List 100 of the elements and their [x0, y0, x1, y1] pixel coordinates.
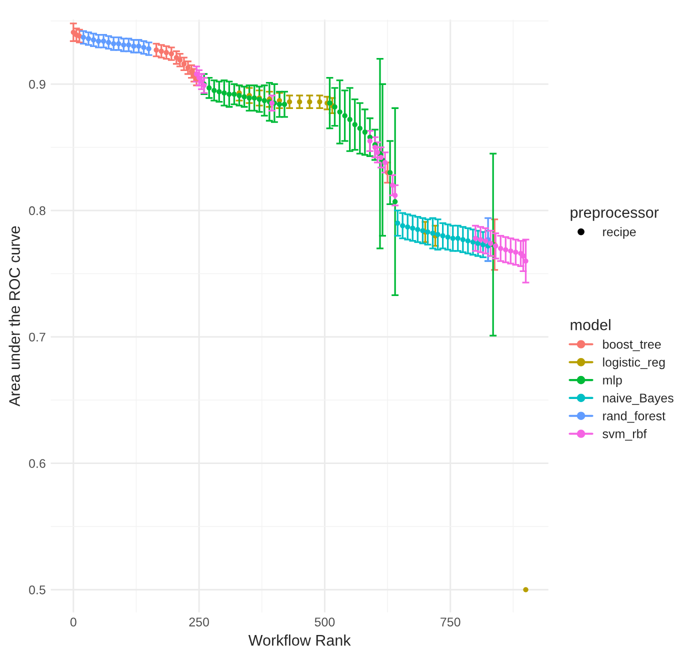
point — [450, 236, 456, 241]
point — [472, 236, 478, 241]
point — [121, 42, 126, 48]
point — [242, 94, 247, 100]
legend-label: mlp — [603, 375, 622, 388]
point — [185, 65, 191, 70]
point — [226, 92, 232, 97]
point — [262, 98, 267, 104]
point — [269, 100, 275, 106]
x-tick-label: 500 — [314, 618, 335, 626]
point — [100, 38, 106, 44]
x-tick-label: 250 — [189, 618, 209, 626]
point — [174, 54, 180, 60]
point — [415, 226, 420, 232]
point — [440, 233, 446, 238]
point — [222, 90, 227, 96]
point — [177, 57, 183, 63]
point — [216, 89, 222, 94]
x-axis-title: Workflow Rank — [248, 634, 351, 646]
point — [357, 126, 362, 131]
point — [342, 113, 348, 118]
point — [503, 247, 508, 252]
y-tick-label: 0.6 — [29, 459, 46, 468]
point — [307, 99, 312, 104]
point — [327, 100, 332, 106]
point — [158, 48, 164, 54]
point — [465, 238, 471, 244]
point — [212, 88, 217, 94]
point — [252, 95, 257, 101]
legend-label: svm_rbf — [602, 429, 647, 441]
point — [96, 38, 102, 44]
point — [111, 41, 116, 46]
point — [337, 109, 342, 115]
point — [168, 51, 174, 56]
point — [236, 92, 242, 98]
legend-label: logistic_reg — [603, 357, 665, 370]
point — [394, 220, 400, 226]
point — [90, 37, 96, 42]
point — [146, 46, 152, 52]
point — [410, 226, 416, 231]
y-tick-label: 0.8 — [29, 206, 46, 216]
point — [80, 34, 86, 40]
legend-label: boost_tree — [603, 340, 661, 352]
point — [470, 240, 476, 245]
point — [141, 44, 146, 50]
point — [362, 130, 368, 135]
text: recipe — [603, 227, 636, 239]
point — [131, 44, 136, 49]
point — [378, 154, 384, 160]
point — [390, 182, 396, 188]
point — [430, 230, 436, 236]
point — [460, 236, 466, 242]
point — [400, 223, 406, 228]
point — [154, 47, 159, 53]
point — [367, 138, 373, 144]
point — [86, 36, 92, 42]
point — [387, 170, 393, 176]
point — [498, 246, 504, 252]
point — [164, 50, 169, 56]
legend-label: rand_forest — [603, 411, 666, 423]
point — [523, 587, 528, 592]
point — [296, 99, 302, 104]
point — [508, 248, 514, 254]
point — [475, 240, 481, 246]
point — [455, 236, 460, 241]
point — [116, 41, 122, 46]
x-tick-label: 0 — [70, 618, 76, 626]
point — [352, 122, 358, 128]
point — [246, 95, 252, 101]
point — [181, 61, 187, 66]
point — [136, 44, 142, 49]
point — [420, 228, 426, 234]
y-tick-label: 0.9 — [29, 80, 46, 89]
point — [317, 99, 322, 104]
point — [435, 232, 440, 238]
point — [482, 238, 488, 244]
y-axis-title: Area under the ROC curve — [8, 226, 20, 406]
point — [513, 250, 518, 255]
point — [126, 42, 132, 48]
point — [232, 92, 237, 97]
point — [480, 242, 486, 248]
point — [206, 85, 212, 90]
point — [332, 104, 338, 110]
point — [286, 99, 292, 104]
point — [347, 116, 352, 122]
point — [392, 192, 398, 198]
y-tick-label: 0.7 — [29, 332, 46, 342]
y-tick-label: 0.5 — [29, 585, 46, 594]
point — [425, 229, 430, 235]
point — [382, 160, 388, 166]
point — [282, 102, 288, 107]
x-tick-label: 750 — [440, 618, 460, 626]
point — [106, 40, 112, 45]
point — [488, 240, 494, 246]
point — [405, 224, 410, 230]
legend-label: naive_Bayes — [603, 393, 674, 405]
legend-title: model — [570, 319, 610, 330]
point — [445, 234, 450, 240]
point — [478, 236, 484, 242]
text: preprocessor — [570, 209, 659, 221]
